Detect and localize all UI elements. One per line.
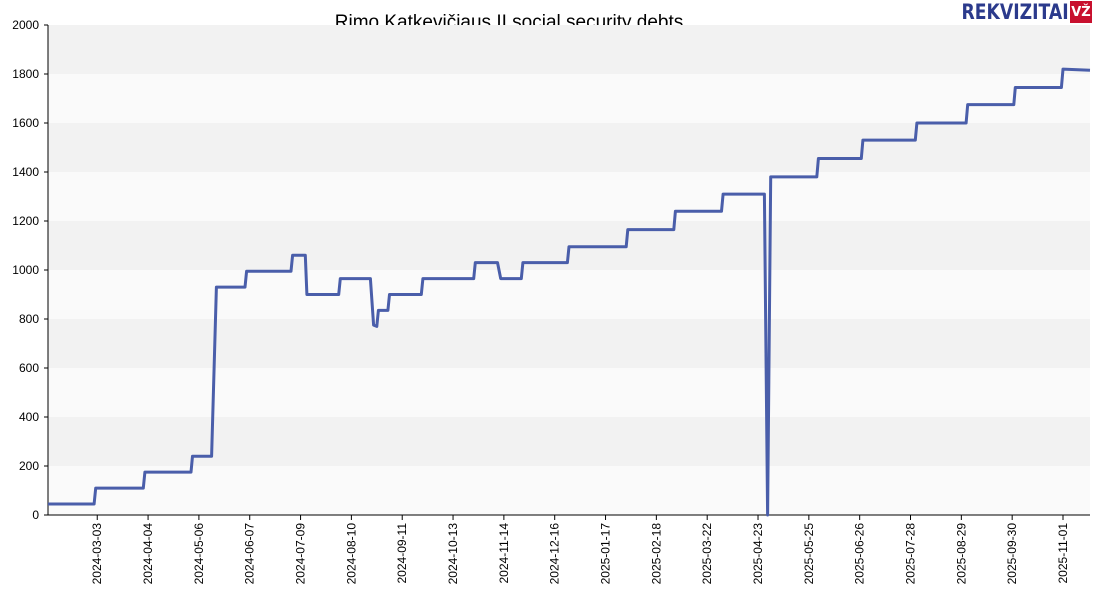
y-tick-label: 1000 — [12, 263, 39, 277]
background-bands — [48, 25, 1090, 515]
x-tick-label: 2025-09-30 — [1005, 523, 1019, 585]
x-tick-label: 2024-09-11 — [395, 523, 409, 584]
y-tick-label: 600 — [19, 361, 39, 375]
x-tick-label: 2025-06-26 — [853, 523, 867, 585]
x-tick-label: 2024-12-16 — [548, 523, 562, 585]
x-tick-label: 2024-03-03 — [90, 523, 104, 585]
x-tick-label: 2024-07-09 — [294, 523, 308, 585]
x-axis-ticks: 2024-03-03 2024-04-04 2024-05-06 2024-06-07… — [90, 515, 1070, 584]
grid-band — [48, 123, 1090, 172]
series-line — [48, 67, 1091, 517]
y-tick-label: 1400 — [12, 165, 39, 179]
x-tick-label: 2025-01-17 — [599, 523, 613, 585]
y-tick-label: 200 — [19, 459, 39, 473]
x-tick-label: 2025-08-29 — [954, 523, 968, 585]
y-tick-label: 0 — [32, 508, 39, 522]
y-tick-label: 2000 — [12, 18, 39, 32]
grid-band — [48, 368, 1090, 417]
x-tick-label: 2025-11-01 — [1056, 523, 1070, 584]
brand-logo: REKVIZITAI VŽ — [938, 0, 1092, 24]
grid-band — [48, 270, 1090, 319]
grid-band — [48, 74, 1090, 123]
grid-band — [48, 319, 1090, 368]
grid-band — [48, 172, 1090, 221]
x-tick-label: 2024-10-13 — [446, 523, 460, 585]
y-tick-label: 800 — [19, 312, 39, 326]
grid-band — [48, 466, 1090, 515]
x-tick-label: 2025-03-22 — [700, 523, 714, 585]
x-tick-label: 2025-05-25 — [802, 523, 816, 585]
x-tick-label: 2025-07-28 — [904, 523, 918, 585]
grid-band — [48, 417, 1090, 466]
y-axis-ticks: 0 200 400 600 800 1000 1200 1400 1600 1800 2000 — [12, 18, 48, 522]
series-group — [48, 67, 1091, 517]
brand-name: REKVIZITAI — [961, 0, 1069, 24]
x-tick-label: 2024-11-14 — [497, 523, 511, 584]
x-tick-label: 2025-02-18 — [649, 523, 663, 585]
x-tick-label: 2024-04-04 — [141, 523, 155, 585]
y-tick-label: 1800 — [12, 67, 39, 81]
y-tick-label: 400 — [19, 410, 39, 424]
y-tick-label: 1600 — [12, 116, 39, 130]
brand-badge: VŽ — [1070, 1, 1092, 23]
y-tick-label: 1200 — [12, 214, 39, 228]
x-tick-label: 2025-04-23 — [751, 523, 765, 585]
x-tick-label: 2024-06-07 — [243, 523, 257, 585]
x-tick-label: 2024-05-06 — [192, 523, 206, 585]
x-tick-label: 2024-08-10 — [344, 523, 358, 585]
grid-band — [48, 25, 1090, 74]
